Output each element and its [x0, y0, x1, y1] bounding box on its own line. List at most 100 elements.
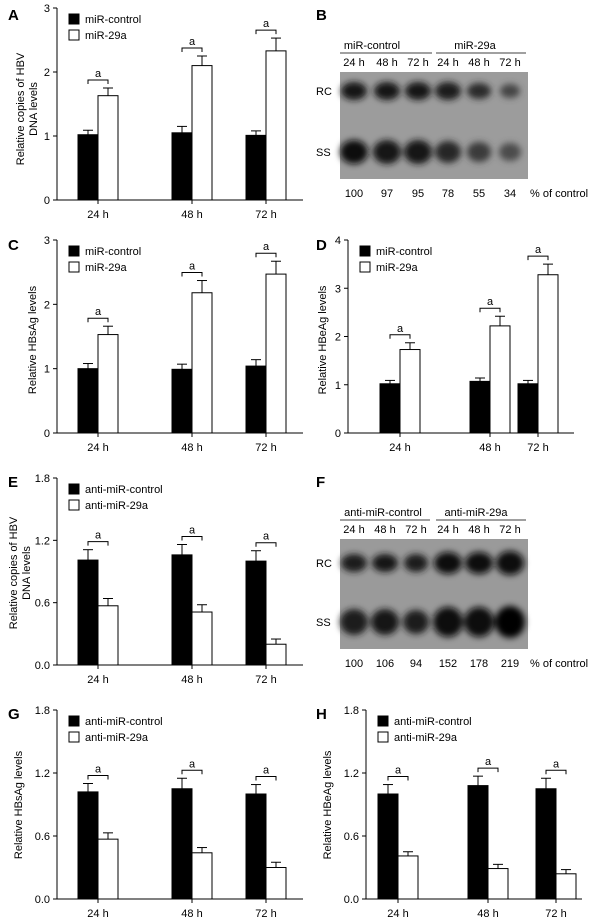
y-axis-title-g: Relative HBsAg levels [13, 750, 25, 859]
blot-lane-label: 72 h [499, 524, 520, 536]
y-axis-title-line: DNA levels [28, 82, 40, 136]
panel-letter-b: B [316, 7, 327, 24]
significance-bracket [87, 541, 109, 546]
bar-chart-g: 0.0 0.6 1.2 1.8 24 h a 48 h a 72 h a anti-miR-cont… [35, 705, 303, 920]
ss-band [371, 609, 399, 635]
blot-lane-label: 72 h [499, 57, 520, 69]
y-tick-label: 4 [335, 235, 341, 247]
significance-label: a [95, 68, 102, 80]
percent-value: 100 [345, 658, 363, 670]
bar-chart-d: 0 1 2 3 4 24 h a 48 h a 72 h a miR-control miR-29a [335, 235, 574, 454]
y-tick-label: 1.2 [344, 768, 359, 780]
bar-treatment [97, 95, 119, 201]
legend-swatch [68, 715, 80, 727]
band-label-rc: RC [316, 86, 332, 98]
significance-label: a [487, 296, 494, 308]
y-axis-title-a: Relative copies of HBV DNA levels [15, 52, 40, 165]
blot-membrane [340, 539, 528, 649]
legend-swatch [68, 499, 80, 511]
ss-band [495, 606, 525, 638]
significance-bracket [255, 776, 277, 781]
y-tick-label: 0.6 [344, 831, 359, 843]
significance-label: a [263, 531, 270, 543]
significance-label: a [95, 764, 102, 776]
significance-label: a [189, 758, 196, 770]
legend-label: miR-control [85, 246, 141, 258]
blot-lane-label: 24 h [437, 524, 458, 536]
bar-control [245, 793, 267, 900]
band-label-ss: SS [316, 147, 331, 159]
percent-value: 219 [501, 658, 519, 670]
bar-treatment [191, 611, 213, 666]
legend-swatch [68, 245, 80, 257]
bar-control [467, 785, 489, 900]
band-label-ss: SS [316, 617, 331, 629]
legend-swatch [377, 731, 389, 743]
bar-control [245, 560, 267, 666]
bar-control [171, 788, 193, 900]
bar-control [245, 134, 267, 201]
significance-label: a [263, 765, 270, 777]
x-tick-label: 72 h [545, 908, 566, 920]
y-axis-title-line: Relative HBsAg levels [13, 750, 25, 859]
x-tick-label: 24 h [87, 442, 108, 454]
ss-band [340, 140, 368, 164]
legend-label: miR-control [85, 14, 141, 26]
blot-lane-label: 48 h [468, 524, 489, 536]
blot-lane-label: 72 h [407, 57, 428, 69]
percent-value: 178 [470, 658, 488, 670]
percent-value: 94 [410, 658, 422, 670]
y-tick-label: 0.6 [35, 598, 50, 610]
significance-bracket [477, 767, 499, 773]
x-tick-label: 48 h [181, 442, 202, 454]
southern-blot-b: miR-control miR-29a 24 h 48 h 72 h 24 h … [316, 40, 588, 200]
bar-treatment [399, 349, 421, 434]
southern-blot-f: anti-miR-control anti-miR-29a 24 h 48 h … [316, 507, 588, 670]
bar-control [77, 559, 99, 666]
significance-label: a [189, 261, 196, 273]
significance-label: a [189, 524, 196, 536]
bar-control [171, 554, 193, 666]
y-tick-label: 1.2 [35, 535, 50, 547]
y-tick-label: 0 [335, 428, 341, 440]
significance-bracket [545, 769, 567, 775]
y-axis-title-line: DNA levels [21, 546, 33, 600]
blot-membrane [340, 72, 528, 179]
ss-band [435, 141, 461, 163]
y-axis-title-line: Relative HBsAg levels [27, 285, 39, 394]
y-tick-label: 1.8 [35, 705, 50, 717]
blot-lane-label: 48 h [376, 57, 397, 69]
legend-label: anti-miR-29a [85, 732, 149, 744]
blot-lane-label: 24 h [343, 57, 364, 69]
legend-label: anti-miR-control [85, 484, 163, 496]
y-axis-title-e: Relative copies of HBV DNA levels [8, 516, 33, 629]
significance-bracket [255, 542, 277, 547]
legend-label: anti-miR-control [394, 716, 472, 728]
significance-bracket [87, 775, 109, 780]
bar-chart-c: 0 1 2 3 24 h a 48 h a 72 h a miR-control miR-29a [44, 235, 303, 454]
significance-bracket [181, 535, 203, 541]
x-tick-label: 72 h [255, 209, 276, 221]
percent-of-control-label: % of control [530, 188, 588, 200]
significance-bracket [527, 255, 549, 261]
band-label-rc: RC [316, 558, 332, 570]
blot-lane-label: 48 h [374, 524, 395, 536]
y-axis-title-c: Relative HBsAg levels [27, 285, 39, 394]
legend-label: anti-miR-29a [85, 500, 149, 512]
significance-bracket [479, 307, 501, 313]
bar-control [77, 791, 99, 900]
bar-control [517, 383, 539, 434]
x-tick-label: 48 h [477, 908, 498, 920]
legend-label: anti-miR-29a [394, 732, 458, 744]
bar-treatment [97, 605, 119, 666]
legend-swatch [359, 245, 371, 257]
y-tick-label: 1 [335, 380, 341, 392]
y-tick-label: 3 [44, 235, 50, 247]
blot-bands [340, 551, 525, 638]
y-tick-label: 2 [44, 67, 50, 79]
panel-letter-g: G [8, 706, 20, 723]
y-tick-label: 0.0 [35, 660, 50, 672]
blot-lane-label: 24 h [343, 524, 364, 536]
significance-label: a [95, 306, 102, 318]
percent-value: 55 [473, 188, 485, 200]
